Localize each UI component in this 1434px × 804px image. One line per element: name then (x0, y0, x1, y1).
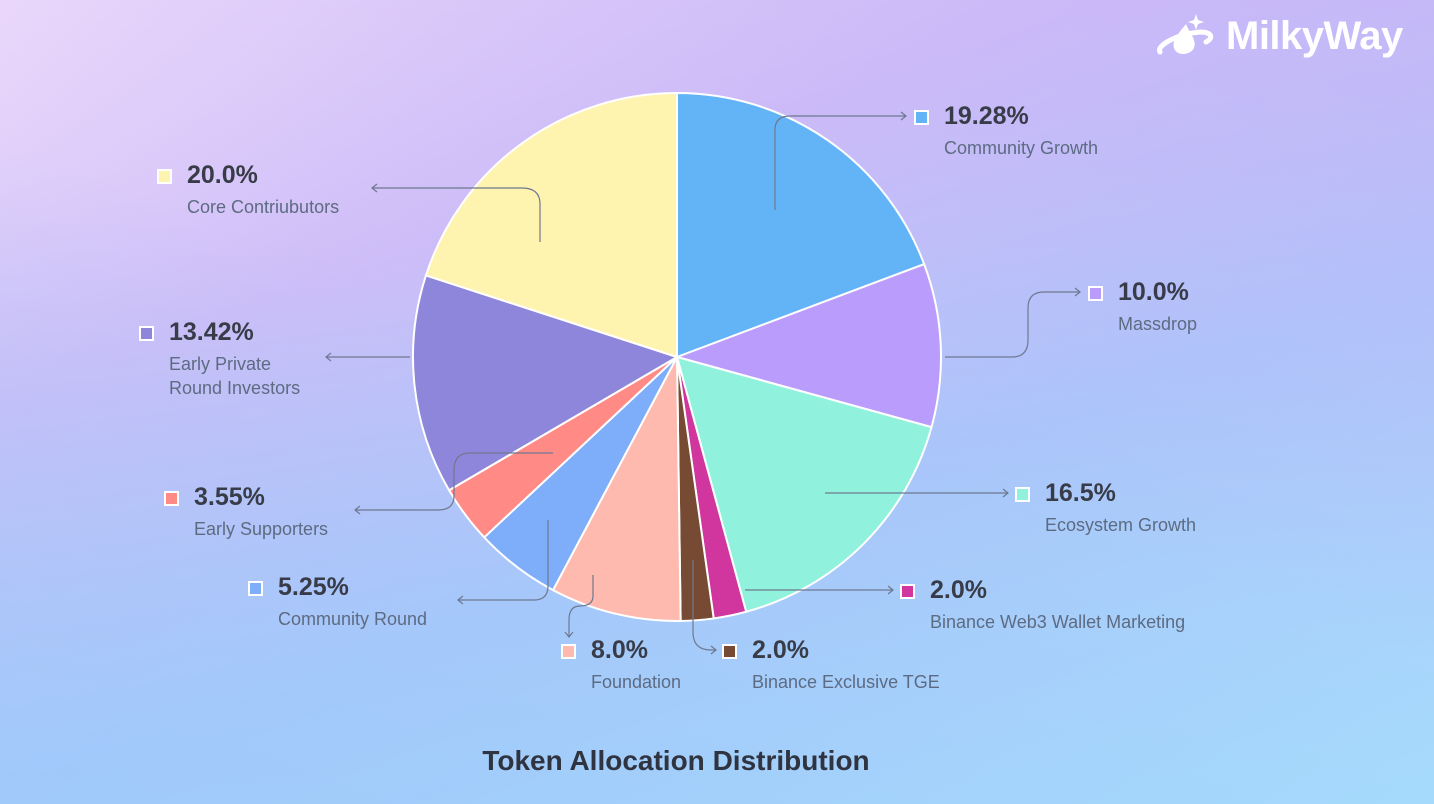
data-label-name: Binance Exclusive TGE (752, 672, 940, 692)
data-label-name: Ecosystem Growth (1045, 515, 1197, 535)
data-label-percent: 13.42% (169, 318, 254, 346)
data-label-percent: 20.0% (187, 161, 258, 189)
legend-swatch (248, 581, 263, 596)
pie-slice-core-contriubutors (424, 91, 678, 359)
arrow-head (371, 183, 378, 193)
arrow-head (354, 505, 361, 515)
pie-slice-ecosystem-growth (675, 355, 933, 614)
data-label-name: Early Private Round Investors (169, 354, 301, 398)
legend-swatch (900, 584, 915, 599)
pie-slice-early-private-round-investors (412, 274, 680, 492)
data-label-percent: 10.0% (1118, 278, 1189, 306)
legend-swatch (561, 644, 576, 659)
data-label-name: Community Growth (944, 138, 1099, 158)
arrow-head (325, 352, 332, 362)
data-label-name: Foundation (591, 672, 682, 692)
data-label-percent: 3.55% (194, 483, 265, 511)
pie-slice-foundation (551, 356, 682, 622)
legend-swatch (139, 326, 154, 341)
leader-line-early-supporters (355, 452, 553, 511)
arrow-head (710, 645, 717, 655)
leader-line-binance-exclusive-tge (692, 560, 716, 651)
legend-swatch (1015, 487, 1030, 502)
pie-slice-community-growth (676, 91, 926, 359)
data-label-percent: 19.28% (944, 102, 1029, 130)
data-label-percent: 2.0% (930, 576, 987, 604)
data-label-name: Core Contriubutors (187, 197, 340, 217)
data-label-name: Binance Web3 Wallet Marketing (930, 612, 1186, 632)
legend-swatch (164, 491, 179, 506)
data-label-percent: 16.5% (1045, 479, 1116, 507)
legend-swatch (722, 644, 737, 659)
data-label-name: Early Supporters (194, 519, 329, 539)
leader-line-community-growth (774, 115, 906, 210)
arrow-head (887, 585, 894, 595)
leader-line-community-round (458, 520, 549, 601)
brand-name: MilkyWay (1226, 13, 1403, 58)
milkyway-logo: MilkyWay (1156, 12, 1403, 60)
legend-swatch (914, 110, 929, 125)
leader-line-massdrop (945, 291, 1080, 358)
arrow-head (457, 595, 464, 605)
arrow-head (1074, 287, 1081, 297)
leader-line-core-contriubutors (372, 187, 541, 242)
leader-line-foundation (568, 575, 594, 637)
legend-swatch (157, 169, 172, 184)
data-label-percent: 8.0% (591, 636, 648, 664)
data-label-percent: 2.0% (752, 636, 809, 664)
arrow-head (1002, 488, 1009, 498)
arrow-head (564, 631, 574, 638)
data-label-name: Community Round (278, 609, 428, 629)
arrow-head (900, 111, 907, 121)
planet-icon (1157, 14, 1214, 55)
data-label-name: Massdrop (1118, 314, 1198, 334)
chart-title: Token Allocation Distribution (482, 745, 870, 776)
data-label-percent: 5.25% (278, 573, 349, 601)
legend-swatch (1088, 286, 1103, 301)
pie-slice-massdrop (673, 262, 942, 429)
